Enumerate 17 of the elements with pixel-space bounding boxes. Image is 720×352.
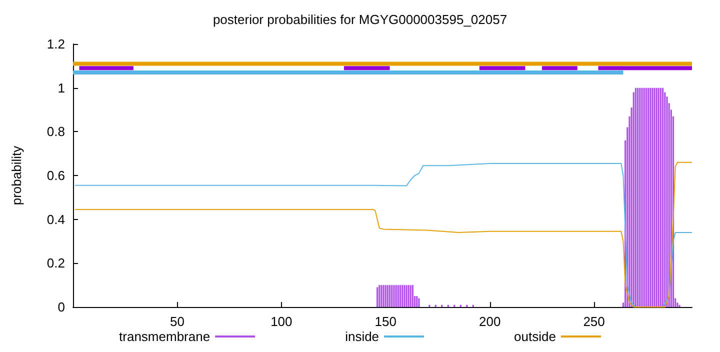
x-tick-label: 150 bbox=[374, 314, 396, 329]
x-tick-label: 100 bbox=[270, 314, 292, 329]
x-tick-label: 250 bbox=[583, 314, 605, 329]
y-tick-label: 0.6 bbox=[46, 168, 65, 183]
chart-title: posterior probabilities for MGYG000003595_02057 bbox=[212, 12, 508, 27]
y-tick-label: 0.8 bbox=[46, 124, 65, 140]
legend-label: outside bbox=[514, 329, 556, 344]
x-tick-label: 50 bbox=[170, 314, 184, 329]
y-axis-title: probability bbox=[9, 145, 24, 206]
x-tick-label: 200 bbox=[478, 314, 501, 329]
legend-label: transmembrane bbox=[119, 329, 210, 344]
legend-label: inside bbox=[345, 329, 380, 344]
y-tick-label: 0.4 bbox=[46, 212, 65, 227]
y-tick-label: 0.2 bbox=[46, 256, 65, 271]
y-tick-label: 1 bbox=[58, 80, 65, 96]
y-tick-label: 0 bbox=[58, 300, 65, 314]
y-tick-label: 1.2 bbox=[46, 36, 65, 52]
